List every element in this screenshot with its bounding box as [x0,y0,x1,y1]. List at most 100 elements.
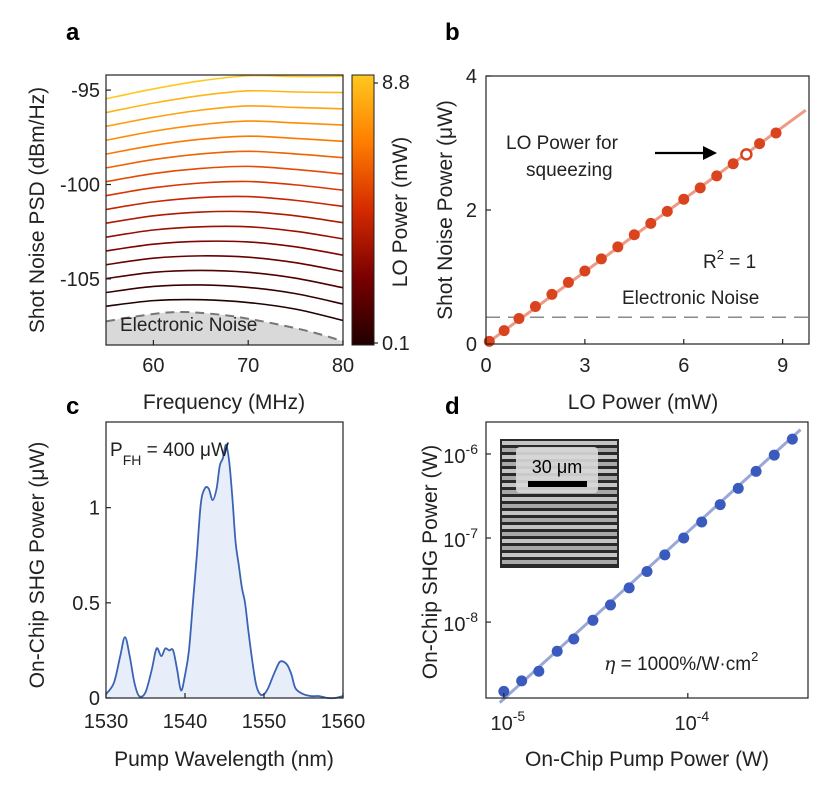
b-ytick-label-1: 2 [466,200,477,222]
pfh-prefix: P [110,440,123,461]
data-point-8 [641,565,653,577]
c-xtick-label-2: 1550 [242,711,287,733]
data-point-5 [562,276,574,288]
panel-b-ticks: 0 3 6 9 0 2 4 [466,66,788,377]
psd-curve-3 [105,255,344,273]
lo-arrow-head [703,146,717,160]
b-xtick-label-1: 3 [579,355,590,377]
sem-stripe-13 [502,532,617,536]
a-xtick-label-2: 80 [332,355,354,377]
data-point-1 [498,325,510,337]
c-xtick-label-1: 1540 [163,711,208,733]
d-ytick-label-1-exp: -7 [466,525,479,541]
efficiency-annotation: η = 1000%/W·cm2 [604,649,758,675]
d-xtick-label-1-base: 10 [674,713,696,735]
data-point-2 [533,665,545,677]
data-point-17 [770,127,782,139]
pfh-subscript: FH [123,452,142,468]
data-point-6 [579,265,591,277]
d-ytick-label-1: 10-7 [443,525,478,552]
data-point-10 [678,532,690,544]
electronic-noise-curve [105,310,344,343]
data-point-11 [696,516,708,528]
panel-a-frame [105,74,344,346]
colorbar [351,74,375,346]
data-point-14 [750,465,762,477]
panel-label-b: b [445,19,460,46]
psd-curve-15 [105,74,344,100]
data-point-3 [529,300,541,312]
panel-c-ylabel: On-Chip SHG Power (μW) [26,442,49,689]
psd-curve-7 [105,195,344,211]
b-xtick-label-3: 9 [777,355,788,377]
data-point-13 [694,182,706,194]
r2-exponent: 2 [717,247,724,262]
c-xtick-label-0: 1530 [84,711,129,733]
panel-a-plot-area [105,74,344,345]
scale-bar [528,481,587,487]
c-ytick-label-1: 0.5 [72,593,100,615]
data-point-16 [754,138,766,150]
sem-stripe-14 [502,539,617,543]
panel-b-xlabel: LO Power (mW) [568,391,719,414]
data-point-12 [714,499,726,511]
psd-curve-8 [105,180,344,197]
d-ytick-label-2: 10-6 [443,441,478,468]
panel-a-ticks: 60 70 80 -95 -100 -105 [60,80,354,377]
electronic-noise-fill [106,311,343,345]
d-xtick-label-0-exp: -5 [513,708,526,724]
panel-d-frame [485,421,809,699]
d-xtick-label-0-base: 10 [490,713,512,735]
psd-curve-6 [105,210,344,225]
sem-stripe-12 [502,525,617,529]
shg-spectrum-line [105,443,344,700]
data-point-7 [623,582,635,594]
colorbar-label: LO Power (mW) [389,137,412,288]
d-xtick-label-0: 10-5 [490,708,525,735]
squeezing-point [740,148,753,161]
sem-stripe-17 [502,560,617,564]
d-ytick-label-0: 10-8 [443,609,478,636]
data-point-3 [551,645,563,657]
panel-label-c: c [66,393,79,420]
d-ytick-label-2-exp: -6 [466,441,479,457]
colorbar-max-label: 8.8 [382,72,410,94]
panel-label-a: a [66,19,80,46]
eta-symbol: η [604,653,616,675]
pump-power-annotation: PFH = 400 μW [110,440,229,468]
data-point-6 [605,599,617,611]
a-xtick-label-1: 70 [237,355,259,377]
panel-c-ticks: 1530 1540 1550 1560 0 0.5 1 [72,498,365,733]
r2-value: = 1 [724,252,756,273]
psd-curve-14 [105,89,344,114]
data-point-5 [587,614,599,626]
c-ytick-label-2: 1 [89,498,100,520]
panel-c-plot-area [105,443,344,700]
b-ytick-label-0: 0 [466,334,477,356]
b-ytick-label-2: 4 [466,66,477,88]
data-point-16 [786,433,798,445]
lo-annotation-line1: LO Power for [506,133,619,154]
shg-spectrum-fill [106,444,343,699]
r2-prefix: R [703,252,717,273]
panel-d-ticks: 10-5 10-410-810-710-6 [443,441,709,735]
data-point-2 [513,313,525,325]
panel-c-xlabel: Pump Wavelength (nm) [114,748,334,771]
b-xtick-label-2: 6 [678,355,689,377]
panel-a: 60 70 80 -95 -100 -105 Electronic Noise Frequ… [26,72,412,414]
sem-stripe-9 [502,504,617,508]
a-ytick-label-0: -95 [71,80,100,102]
data-point-10 [645,217,657,229]
efficiency-exponent: 2 [751,649,758,664]
c-ytick-label-0: 0 [89,688,100,710]
panel-c-frame [105,421,344,699]
d-xtick-label-1: 10-4 [674,708,709,735]
panel-a-ylabel: Shot Noise PSD (dBm/Hz) [26,87,49,333]
colorbar-min-label: 0.1 [382,333,410,355]
panel-b-plot-area [483,108,809,347]
c-xtick-label-3: 1560 [321,711,366,733]
panel-d-plot-area [498,428,802,704]
efficiency-text: = 1000%/W·cm [615,654,751,675]
